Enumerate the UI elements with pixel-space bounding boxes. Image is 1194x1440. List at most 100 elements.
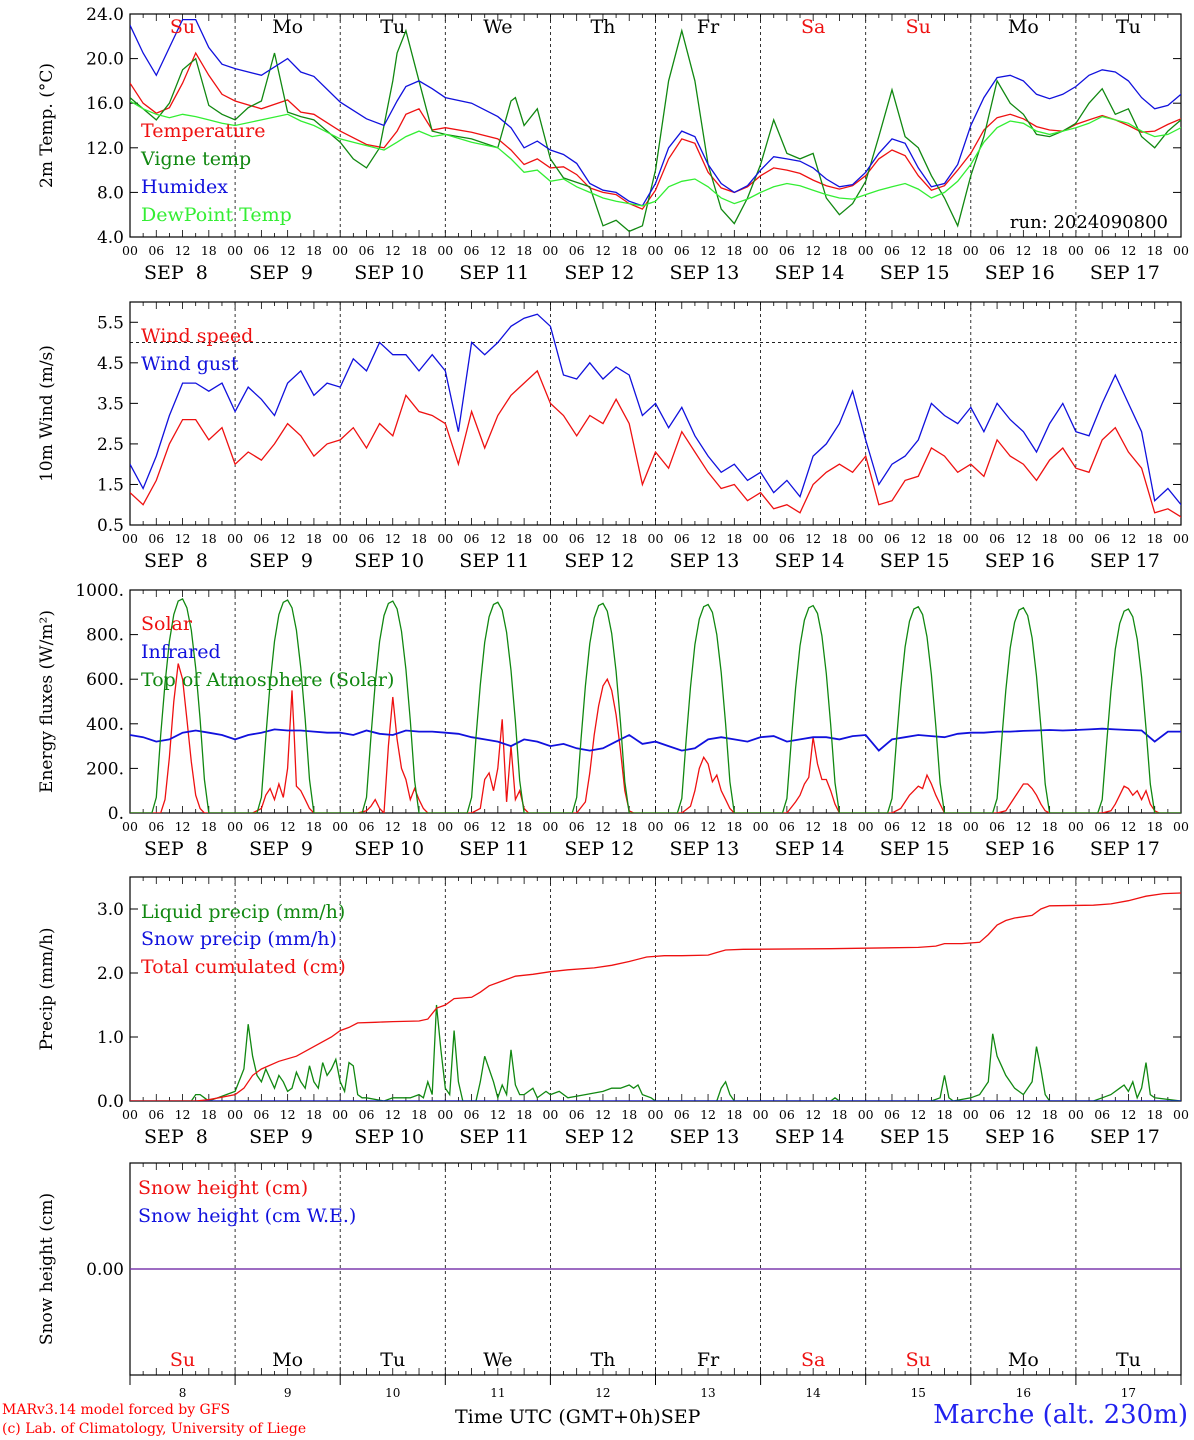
date-label: SEP 9 xyxy=(249,838,313,860)
hour-tick-label: 12 xyxy=(910,531,926,546)
weekday-label: We xyxy=(483,16,512,38)
panel-snow: 0.00 Snow height (cm) Snow height (cm) Snow… xyxy=(37,1162,1182,1400)
date-label: SEP 14 xyxy=(775,262,845,284)
series-line-green xyxy=(130,28,1181,233)
hour-tick-label: 06 xyxy=(148,1107,164,1122)
hour-tick-label: 12 xyxy=(910,819,926,834)
date-label: SEP 8 xyxy=(144,262,208,284)
date-label: SEP 11 xyxy=(459,1126,529,1148)
date-label: SEP 17 xyxy=(1090,550,1160,572)
y-tick-label: 2.0 xyxy=(97,964,124,984)
hour-tick-label: 12 xyxy=(1015,531,1031,546)
station-name: Marche (alt. 230m) xyxy=(933,1400,1188,1430)
y-axis-title: 10m Wind (m/s) xyxy=(37,345,57,482)
hour-tick-label: 06 xyxy=(148,819,164,834)
weekday-label: Su xyxy=(906,16,931,38)
hour-tick-label: 12 xyxy=(490,1107,506,1122)
hour-tick-label: 06 xyxy=(253,243,269,258)
hour-tick-label: 18 xyxy=(201,243,217,258)
y-tick-label: 400. xyxy=(86,715,124,735)
hour-tick-label: 00 xyxy=(1068,531,1084,546)
weekday-label-bottom: Sa xyxy=(801,1349,825,1371)
date-label: SEP 12 xyxy=(564,838,634,860)
hour-tick-label: 06 xyxy=(148,243,164,258)
hour-tick-label: 00 xyxy=(858,1107,874,1122)
day-number: 15 xyxy=(911,1386,926,1400)
date-label: SEP 10 xyxy=(354,262,424,284)
hour-tick-label: 06 xyxy=(989,819,1005,834)
hour-tick-label: 06 xyxy=(779,819,795,834)
y-tick-label: 1.0 xyxy=(97,1028,124,1048)
hour-tick-label: 18 xyxy=(516,531,532,546)
hour-tick-label: 06 xyxy=(674,531,690,546)
date-label: SEP 14 xyxy=(775,838,845,860)
run-annotation: run: 2024090800 xyxy=(1010,212,1168,233)
weekday-label: Mo xyxy=(1008,16,1039,38)
weekday-label-bottom: Su xyxy=(906,1349,931,1371)
y-tick-label: 1000. xyxy=(75,581,124,601)
legend-entry: Vigne temp xyxy=(140,148,251,170)
panel-frame xyxy=(129,589,1182,814)
hour-tick-label: 06 xyxy=(1094,819,1110,834)
hour-tick-label: 06 xyxy=(569,819,585,834)
panel-energy: 0. 200. 400. 600. 800. 1000. Energy fluxes (W/… xyxy=(37,581,1189,860)
day-number: 11 xyxy=(490,1386,505,1400)
hour-tick-label: 18 xyxy=(411,243,427,258)
hour-tick-label: 18 xyxy=(1042,1107,1058,1122)
hour-tick-label: 00 xyxy=(122,243,138,258)
hour-tick-label: 00 xyxy=(437,531,453,546)
lab-credit: (c) Lab. of Climatology, University of L… xyxy=(2,1421,307,1437)
hour-tick-label: 18 xyxy=(937,1107,953,1122)
hour-tick-label: 00 xyxy=(437,819,453,834)
hour-tick-label: 00 xyxy=(1173,531,1189,546)
hour-tick-label: 12 xyxy=(280,243,296,258)
hour-tick-label: 12 xyxy=(595,819,611,834)
hour-tick-label: 00 xyxy=(963,819,979,834)
y-tick-label: 800. xyxy=(86,626,124,646)
weekday-label-bottom: Th xyxy=(590,1349,615,1371)
y-axis-title: 2m Temp. (°C) xyxy=(37,63,57,188)
hour-tick-label: 06 xyxy=(253,531,269,546)
date-label: SEP 10 xyxy=(354,550,424,572)
hour-tick-label: 12 xyxy=(1120,1107,1136,1122)
hour-tick-label: 12 xyxy=(280,1107,296,1122)
hour-tick-label: 18 xyxy=(516,243,532,258)
weekday-label-bottom: Mo xyxy=(1008,1349,1039,1371)
hour-tick-label: 00 xyxy=(858,531,874,546)
weekday-label: Th xyxy=(590,16,615,38)
hour-tick-label: 06 xyxy=(989,1107,1005,1122)
hour-tick-label: 18 xyxy=(621,243,637,258)
hour-tick-label: 00 xyxy=(332,819,348,834)
date-label: SEP 12 xyxy=(564,550,634,572)
day-number: 8 xyxy=(179,1386,187,1400)
weekday-label-bottom: Fr xyxy=(697,1349,720,1371)
panel-frame xyxy=(129,301,1182,526)
hour-tick-label: 00 xyxy=(332,531,348,546)
hour-tick-label: 18 xyxy=(937,531,953,546)
hour-tick-label: 00 xyxy=(753,243,769,258)
hour-tick-label: 00 xyxy=(963,1107,979,1122)
hour-tick-label: 06 xyxy=(359,531,375,546)
hour-tick-label: 18 xyxy=(306,1107,322,1122)
hour-tick-label: 12 xyxy=(700,819,716,834)
y-tick-label: 4.5 xyxy=(97,354,124,374)
weekday-label: Fr xyxy=(697,16,720,38)
date-label: SEP 17 xyxy=(1090,1126,1160,1148)
weekday-label-bottom: Tu xyxy=(380,1349,405,1371)
series-line-green xyxy=(130,598,1181,813)
hour-tick-label: 12 xyxy=(280,819,296,834)
hour-tick-label: 00 xyxy=(1173,819,1189,834)
hour-tick-label: 18 xyxy=(726,531,742,546)
hour-tick-label: 06 xyxy=(884,531,900,546)
hour-tick-label: 00 xyxy=(332,243,348,258)
hour-tick-label: 00 xyxy=(227,243,243,258)
weekday-label: Tu xyxy=(1116,16,1141,38)
series-line-lightgreen xyxy=(130,100,1181,207)
panel-precip: 0.0 1.0 2.0 3.0 Precip (mm/h) Liquid precip (… xyxy=(37,876,1189,1148)
y-tick-label: 200. xyxy=(86,759,124,779)
hour-tick-label: 12 xyxy=(595,531,611,546)
hour-tick-label: 18 xyxy=(201,1107,217,1122)
day-number: 17 xyxy=(1121,1386,1136,1400)
hour-tick-label: 12 xyxy=(385,243,401,258)
hour-tick-label: 00 xyxy=(542,819,558,834)
